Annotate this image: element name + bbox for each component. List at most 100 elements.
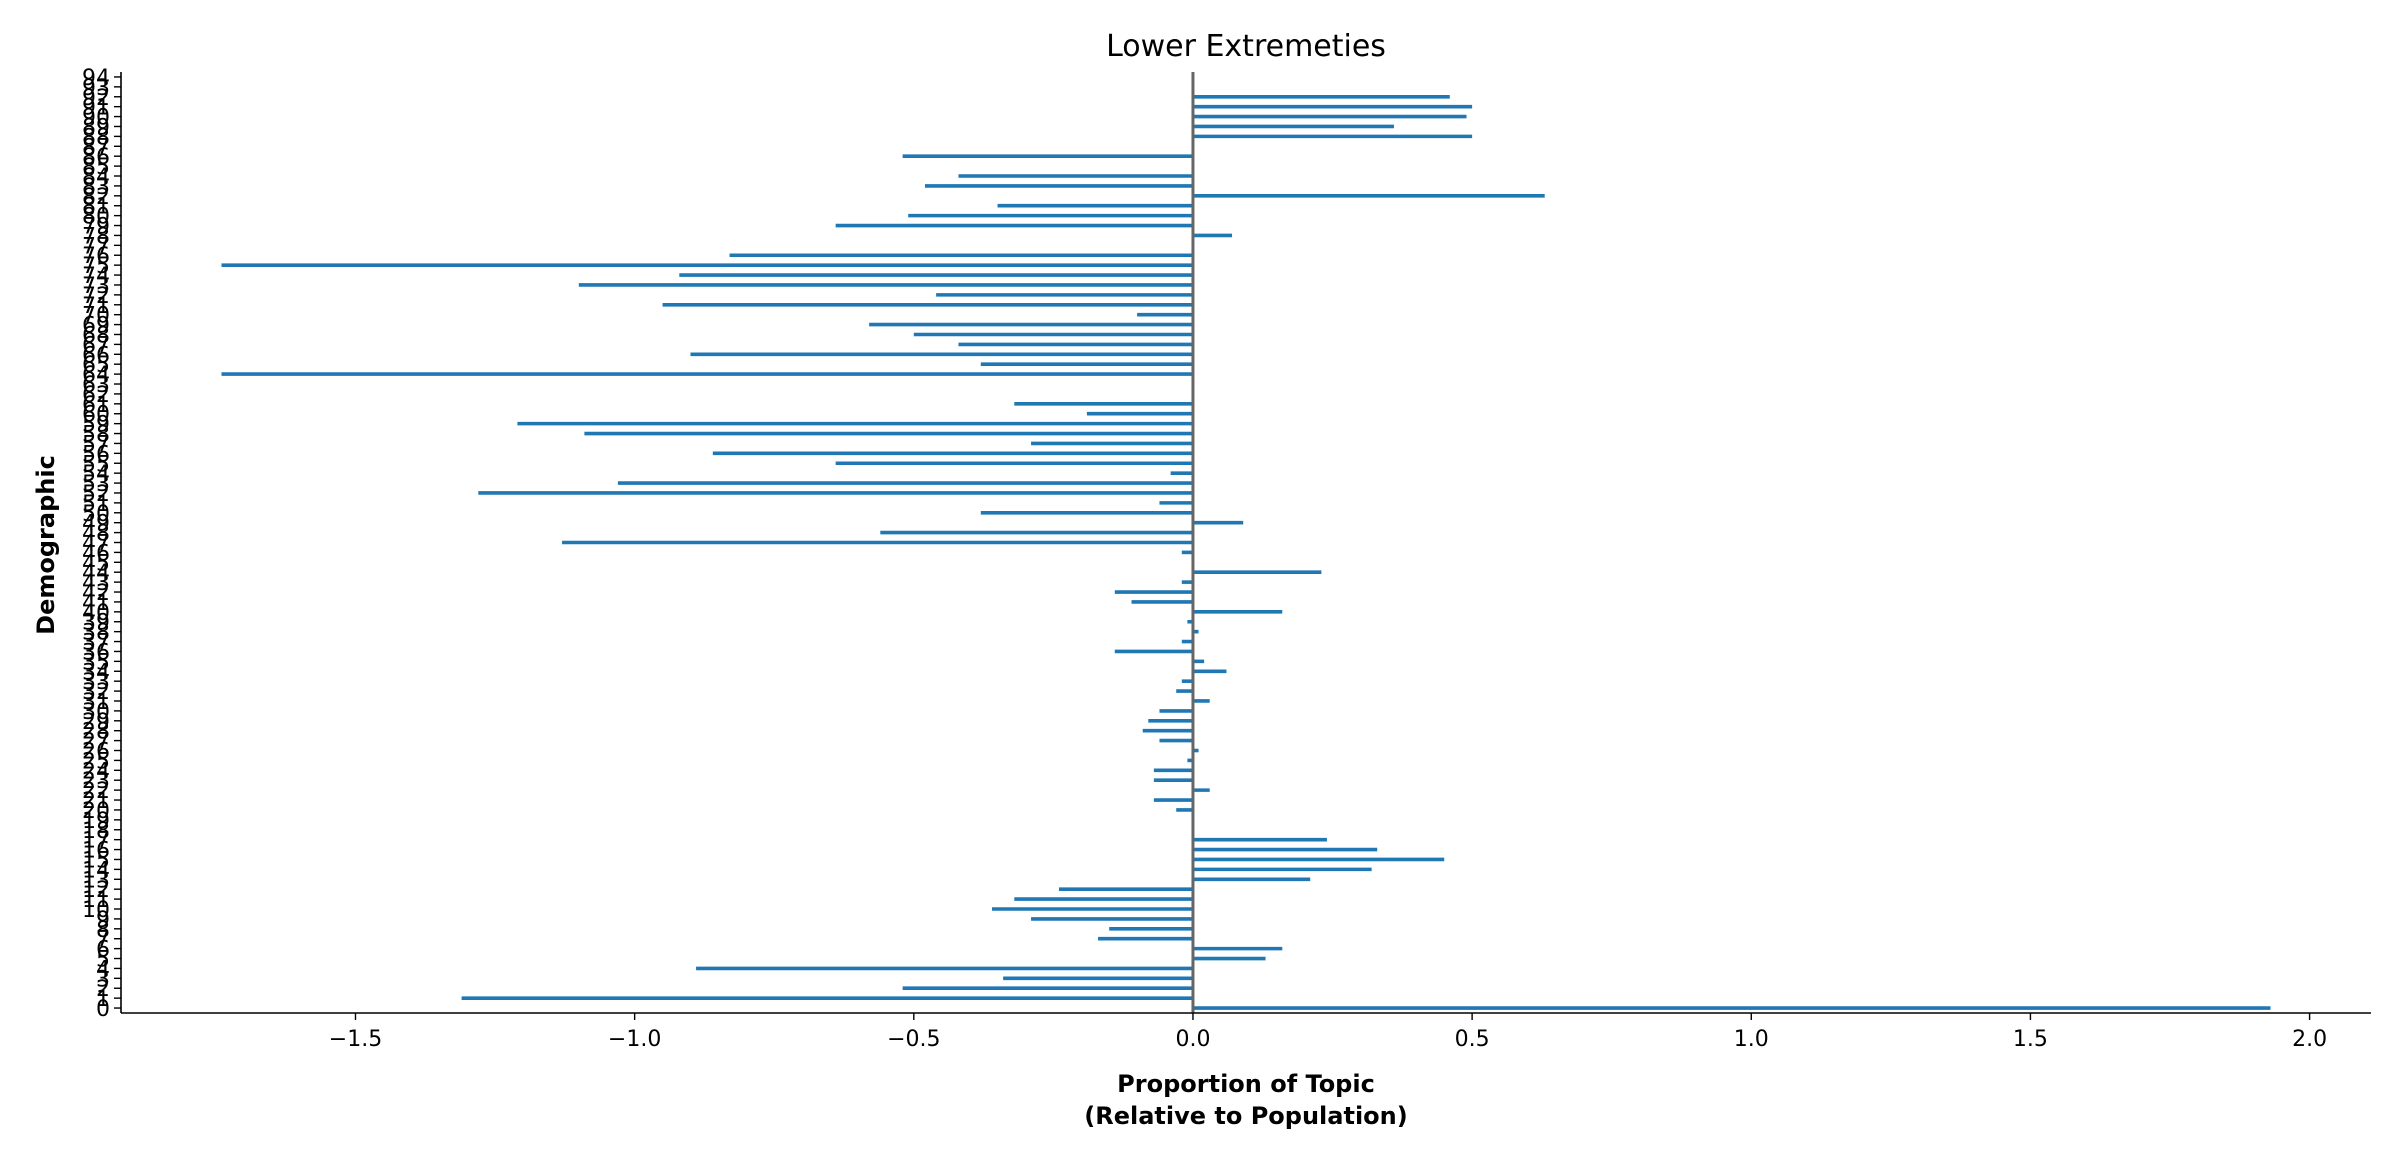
x-tick-label: −1.0 — [608, 1027, 661, 1052]
y-tick-label: 93 — [82, 76, 110, 101]
y-tick-label: 17 — [82, 829, 110, 854]
y-tick-label: 77 — [82, 234, 110, 259]
y-tick-label: 3 — [96, 967, 110, 992]
y-tick-label: 23 — [82, 769, 110, 794]
y-tick-label: 74 — [82, 264, 110, 289]
y-tick-label: 72 — [82, 284, 110, 309]
y-tick-label: 35 — [82, 650, 110, 675]
y-tick-label: 24 — [82, 759, 110, 784]
y-tick-label: 82 — [82, 185, 110, 210]
x-axis-label-line2: (Relative to Population) — [1084, 1102, 1407, 1130]
y-tick-label: 36 — [82, 640, 110, 665]
y-tick-label: 31 — [82, 690, 110, 715]
y-tick-label: 53 — [82, 472, 110, 497]
y-axis-label: Demographic — [32, 455, 60, 635]
y-tick-label: 15 — [82, 848, 110, 873]
y-tick-label: 38 — [82, 621, 110, 646]
y-tick-label: 51 — [82, 492, 110, 517]
y-tick-label: 26 — [82, 740, 110, 765]
y-tick-label: 81 — [82, 195, 110, 220]
x-tick-label: 1.0 — [1734, 1027, 1769, 1052]
y-tick-label: 67 — [82, 333, 110, 358]
y-tick-label: 25 — [82, 749, 110, 774]
y-tick-label: 83 — [82, 175, 110, 200]
y-tick-label: 29 — [82, 710, 110, 735]
y-tick-label: 59 — [82, 413, 110, 438]
y-tick-label: 46 — [82, 541, 110, 566]
y-tick-label: 33 — [82, 670, 110, 695]
y-tick-label: 10 — [82, 898, 110, 923]
y-tick-label: 73 — [82, 274, 110, 299]
y-tick-label: 40 — [82, 601, 110, 626]
y-tick-label: 0 — [96, 997, 110, 1022]
y-tick-label: 47 — [82, 532, 110, 557]
y-tick-label: 12 — [82, 878, 110, 903]
y-tick-label: 14 — [82, 858, 110, 883]
y-tick-label: 48 — [82, 522, 110, 547]
y-tick-label: 56 — [82, 442, 110, 467]
y-tick-label: 84 — [82, 165, 110, 190]
x-tick-label: 0.0 — [1175, 1027, 1210, 1052]
y-tick-label: 43 — [82, 571, 110, 596]
y-tick-label: 42 — [82, 581, 110, 606]
y-tick-label: 85 — [82, 155, 110, 180]
y-tick-label: 65 — [82, 353, 110, 378]
y-tick-label: 18 — [82, 819, 110, 844]
y-tick-label: 90 — [82, 106, 110, 131]
y-tick-label: 76 — [82, 244, 110, 269]
x-tick-label: 2.0 — [2292, 1027, 2327, 1052]
y-tick-label: 2 — [96, 977, 110, 1002]
y-tick-label: 70 — [82, 304, 110, 329]
x-axis-label: Proportion of Topic — [1117, 1070, 1375, 1098]
y-tick-label: 37 — [82, 631, 110, 656]
y-tick-label: 71 — [82, 294, 110, 319]
y-tick-label: 52 — [82, 482, 110, 507]
y-tick-label: 4 — [96, 957, 110, 982]
y-tick-label: 21 — [82, 789, 110, 814]
y-tick-label: 60 — [82, 403, 110, 428]
y-tick-label: 8 — [96, 918, 110, 943]
y-tick-label: 55 — [82, 452, 110, 477]
y-tick-label: 32 — [82, 680, 110, 705]
y-tick-label: 75 — [82, 254, 110, 279]
y-tick-label: 19 — [82, 809, 110, 834]
y-tick-label: 57 — [82, 432, 110, 457]
y-ticks-group: 0123456789101112131415161718192021222324… — [82, 66, 121, 1022]
y-tick-label: 58 — [82, 423, 110, 448]
y-tick-label: 30 — [82, 700, 110, 725]
x-tick-label: 1.5 — [2013, 1027, 2048, 1052]
x-tick-label: 0.5 — [1455, 1027, 1490, 1052]
y-tick-label: 89 — [82, 115, 110, 140]
y-tick-label: 79 — [82, 215, 110, 240]
x-ticks-group: −1.5 −1.0 −0.5 0.0 0.5 1.0 1.5 2.0 — [329, 1013, 2327, 1052]
y-tick-label: 88 — [82, 125, 110, 150]
y-tick-label: 44 — [82, 561, 110, 586]
y-tick-label: 41 — [82, 591, 110, 616]
y-tick-label: 20 — [82, 799, 110, 824]
y-tick-label: 5 — [96, 948, 110, 973]
y-tick-label: 91 — [82, 96, 110, 121]
y-tick-label: 28 — [82, 720, 110, 745]
y-tick-label: 66 — [82, 343, 110, 368]
y-tick-label: 78 — [82, 224, 110, 249]
bars-group — [221, 94, 2271, 1010]
y-tick-label: 45 — [82, 551, 110, 576]
y-tick-label: 64 — [82, 363, 110, 388]
y-tick-label: 16 — [82, 839, 110, 864]
y-tick-label: 9 — [96, 908, 110, 933]
y-tick-label: 22 — [82, 779, 110, 804]
y-tick-label: 54 — [82, 462, 110, 487]
y-tick-label: 39 — [82, 611, 110, 636]
y-tick-label: 61 — [82, 393, 110, 418]
y-tick-label: 34 — [82, 660, 110, 685]
y-tick-label: 49 — [82, 512, 110, 537]
chart-title: Lower Extremeties — [1106, 29, 1386, 64]
y-tick-label: 50 — [82, 502, 110, 527]
y-tick-label: 63 — [82, 373, 110, 398]
y-tick-label: 13 — [82, 868, 110, 893]
y-tick-label: 7 — [96, 928, 110, 953]
y-tick-label: 86 — [82, 145, 110, 170]
y-tick-label: 80 — [82, 205, 110, 230]
y-tick-label: 68 — [82, 323, 110, 348]
